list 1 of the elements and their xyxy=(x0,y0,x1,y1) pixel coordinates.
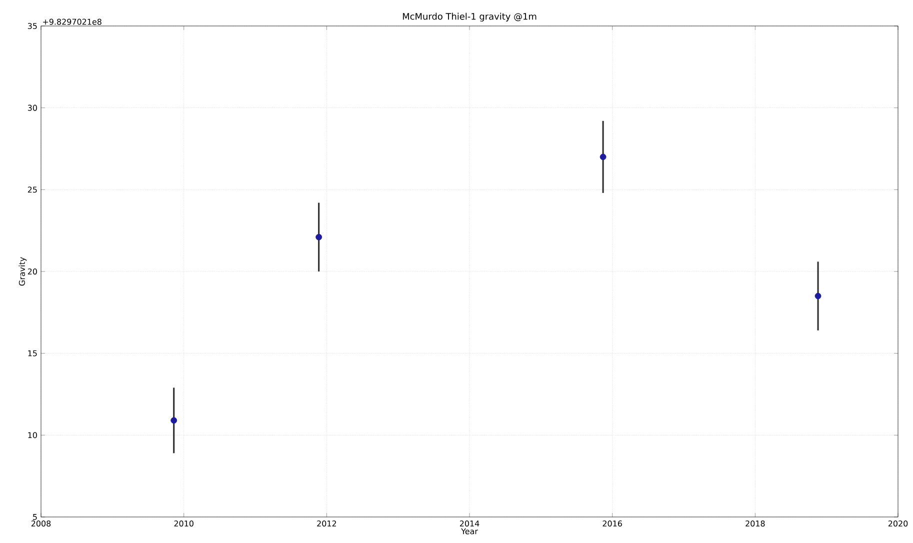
chart-title: McMurdo Thiel-1 gravity @1m xyxy=(402,12,536,22)
